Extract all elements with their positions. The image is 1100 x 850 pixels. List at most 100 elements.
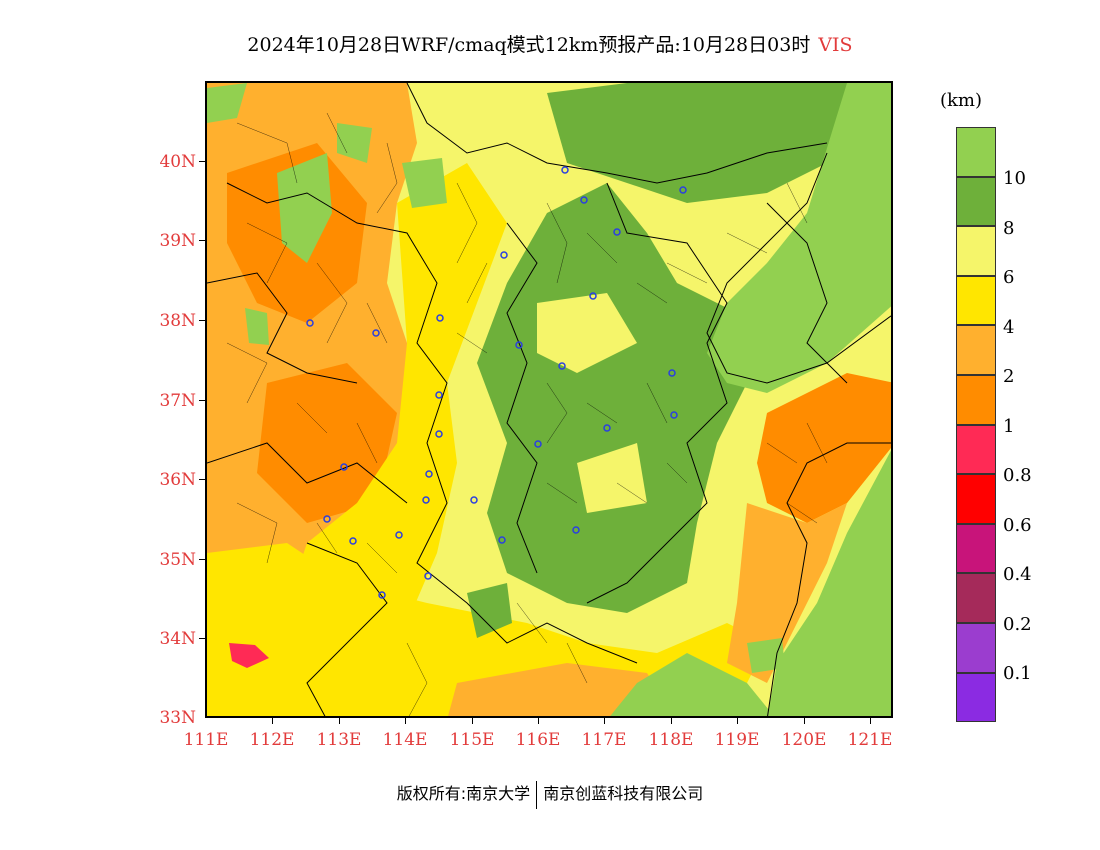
- city-marker: [435, 391, 443, 399]
- colorbar-swatch: [956, 176, 996, 227]
- city-marker: [435, 430, 443, 438]
- lat-label: 39N: [159, 231, 196, 251]
- lon-tick: [538, 718, 539, 724]
- northeast-green-band: [547, 83, 857, 203]
- lat-tick: [199, 479, 205, 480]
- title-main: 2024年10月28日WRF/cmaq模式12km预报产品:10月28日03时: [247, 34, 811, 56]
- yellow-sea: [767, 450, 891, 716]
- copyright-separator: [536, 780, 538, 809]
- lat-tick: [199, 240, 205, 241]
- city-marker: [613, 228, 621, 236]
- bohai-sea: [707, 83, 891, 393]
- colorbar-label: 0.1: [1003, 663, 1032, 684]
- colorbar-label: 6: [1003, 267, 1015, 288]
- lon-tick: [405, 718, 406, 724]
- lon-tick: [604, 718, 605, 724]
- lon-label: 119E: [714, 730, 760, 750]
- lon-label: 120E: [781, 730, 827, 750]
- city-marker: [395, 531, 403, 539]
- city-marker: [323, 515, 331, 523]
- lat-tick: [199, 638, 205, 639]
- lat-label: 34N: [159, 629, 196, 649]
- city-marker: [572, 526, 580, 534]
- north-green-patch-4: [207, 83, 247, 123]
- copyright-right: 南京创蓝科技有限公司: [543, 784, 704, 803]
- lon-label: 113E: [316, 730, 362, 750]
- city-marker: [470, 496, 478, 504]
- lon-label: 114E: [382, 730, 428, 750]
- city-marker: [679, 186, 687, 194]
- colorbar-label: 10: [1003, 168, 1026, 189]
- lat-label: 35N: [159, 550, 196, 570]
- city-marker: [500, 251, 508, 259]
- central-green-zone: [477, 183, 747, 613]
- west-orange-patch-2: [257, 363, 397, 523]
- city-marker: [306, 319, 314, 327]
- island-green-patch: [747, 638, 785, 673]
- city-marker: [425, 470, 433, 478]
- colorbar-swatch: [956, 672, 996, 723]
- colorbar-swatch: [956, 474, 996, 524]
- north-green-patch-1: [277, 153, 332, 263]
- north-green-patch-2: [402, 158, 447, 208]
- lat-label: 40N: [159, 152, 196, 172]
- lon-tick: [870, 718, 871, 724]
- chart-title: 2024年10月28日WRF/cmaq模式12km预报产品:10月28日03时 V…: [0, 30, 1100, 57]
- colorbar-label: 0.8: [1003, 465, 1032, 486]
- city-marker: [436, 314, 444, 322]
- lon-tick: [272, 718, 273, 724]
- colorbar-swatch: [956, 573, 996, 623]
- lon-tick: [472, 718, 473, 724]
- colorbar-swatch: [956, 275, 996, 326]
- city-marker: [340, 463, 348, 471]
- city-marker: [378, 591, 386, 599]
- city-marker: [603, 424, 611, 432]
- city-marker: [670, 411, 678, 419]
- lat-tick: [199, 400, 205, 401]
- city-marker: [589, 292, 597, 300]
- lon-tick: [737, 718, 738, 724]
- city-marker: [372, 329, 380, 337]
- lon-label: 118E: [648, 730, 694, 750]
- city-marker: [349, 537, 357, 545]
- colorbar-swatch: [956, 523, 996, 574]
- colorbar-label: 0.2: [1003, 614, 1032, 635]
- lat-label: 38N: [159, 311, 196, 331]
- city-marker: [424, 572, 432, 580]
- city-marker: [534, 440, 542, 448]
- colorbar-unit: (km): [940, 90, 983, 111]
- city-marker: [558, 362, 566, 370]
- south-green-patch: [467, 583, 512, 638]
- lat-tick: [199, 161, 205, 162]
- central-pale-patch-2: [577, 443, 647, 513]
- lon-tick: [804, 718, 805, 724]
- lon-label: 116E: [515, 730, 561, 750]
- city-marker: [498, 536, 506, 544]
- lon-label: 117E: [581, 730, 627, 750]
- coast-light-orange: [727, 503, 847, 683]
- colorbar-label: 2: [1003, 366, 1015, 387]
- lat-label: 36N: [159, 470, 196, 490]
- province-boundaries: [207, 83, 848, 716]
- colorbar-swatch: [956, 325, 996, 375]
- lon-label: 111E: [183, 730, 229, 750]
- south-orange-strip: [448, 663, 675, 716]
- colorbar-swatch: [956, 375, 996, 425]
- lat-tick: [199, 559, 205, 560]
- lat-label: 37N: [159, 391, 196, 411]
- colorbar-swatch: [956, 623, 996, 673]
- red-low-vis-patch: [229, 643, 269, 668]
- title-variable: VIS: [818, 34, 853, 56]
- colorbar-label: 4: [1003, 317, 1015, 338]
- colorbar: [956, 127, 996, 723]
- forecast-map: [205, 81, 893, 718]
- central-yellow-band: [287, 163, 507, 643]
- city-marker: [515, 341, 523, 349]
- coastline: [706, 152, 891, 716]
- colorbar-label: 8: [1003, 218, 1015, 239]
- colorbar-swatch: [956, 226, 996, 276]
- map-svg: [207, 83, 891, 716]
- colorbar-label: 1: [1003, 416, 1015, 437]
- city-marker: [580, 196, 588, 204]
- colorbar-label: 0.6: [1003, 515, 1032, 536]
